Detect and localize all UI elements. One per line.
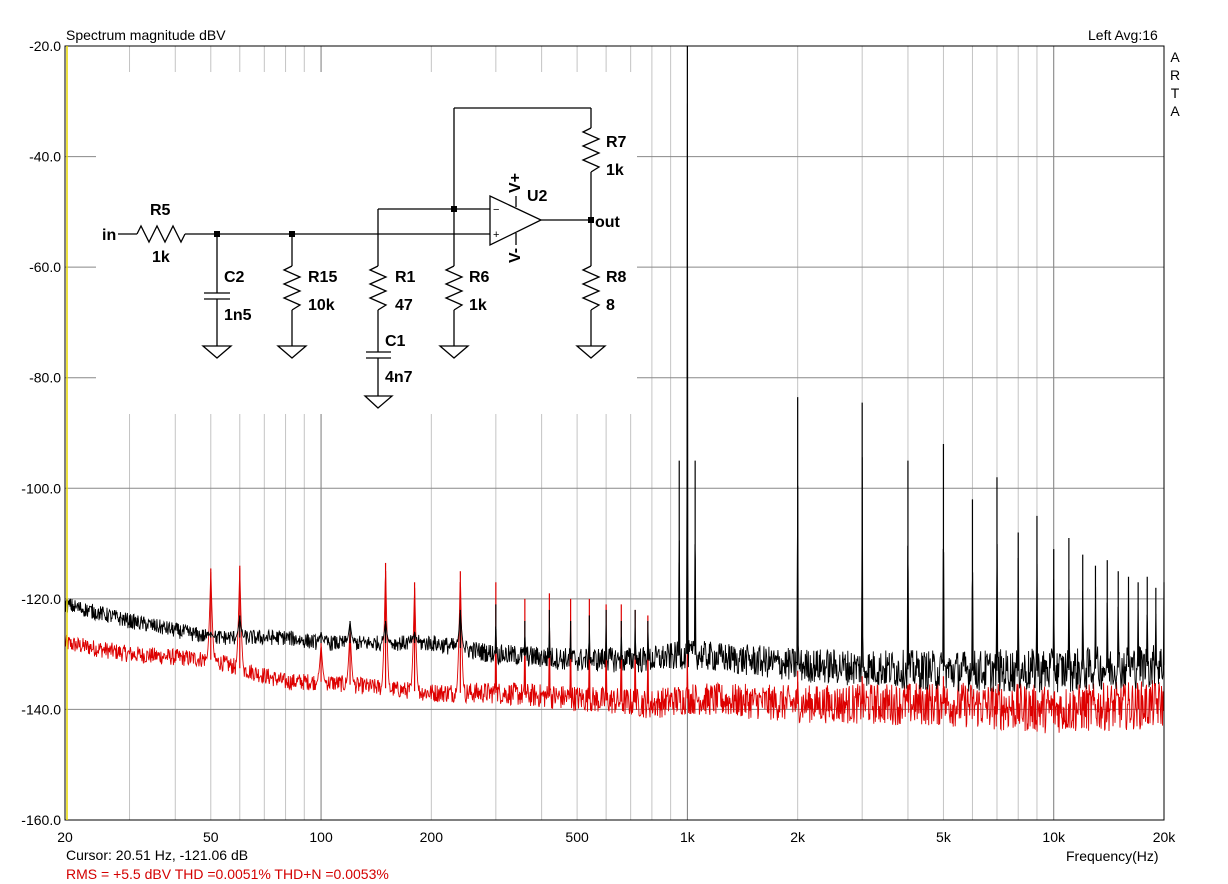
vminus-label: V- (507, 248, 524, 263)
c1-value: 4n7 (385, 369, 413, 386)
u2-name: U2 (527, 188, 548, 205)
r5-value: 1k (152, 249, 170, 266)
r8-value: 8 (606, 297, 615, 314)
spectrum-trace (64, 568, 1165, 734)
y-tick-label: -60.0 (29, 259, 61, 275)
r6-resistor (444, 265, 464, 311)
plot-border (64, 45, 1165, 821)
r1-value: 47 (395, 297, 413, 314)
r7-name: R7 (606, 134, 627, 151)
r15-name: R15 (308, 269, 337, 286)
measurements-readout: RMS = +5.5 dBV THD =0.0051% THD+N =0.005… (66, 866, 389, 882)
r15-resistor (282, 265, 302, 311)
r8-resistor (581, 265, 601, 311)
r15-value: 10k (308, 297, 335, 314)
x-tick-label: 5k (936, 829, 952, 845)
cursor-readout: Cursor: 20.51 Hz, -121.06 dB (66, 847, 249, 863)
y-tick-labels: -20.0 -40.0 -60.0 -80.0 -100.0 -120.0 -140.0 -1… (21, 38, 61, 828)
brand-letter: R (1169, 67, 1181, 83)
x-tick-label: 20k (1153, 829, 1177, 845)
y-tick-label: -100.0 (21, 480, 61, 496)
r1-resistor (368, 265, 388, 311)
y-tick-label: -160.0 (21, 812, 61, 828)
arta-brand: A R T A (1168, 48, 1182, 120)
opamp-u2 (489, 194, 543, 247)
brand-letter: T (1170, 85, 1180, 101)
c2-name: C2 (224, 269, 245, 286)
c2-value: 1n5 (224, 307, 252, 324)
r7-resistor (581, 127, 601, 173)
brand-letter: A (1170, 103, 1180, 119)
x-tick-label: 20 (57, 829, 73, 845)
y-tick-label: -20.0 (29, 38, 61, 54)
spectrum-trace (64, 103, 1165, 693)
x-tick-label: 1k (680, 829, 696, 845)
r6-value: 1k (469, 297, 487, 314)
channel-info: Left Avg:16 (1088, 27, 1158, 43)
r5-name: R5 (150, 202, 171, 219)
r7-value: 1k (606, 162, 624, 179)
x-tick-label: 10k (1042, 829, 1066, 845)
x-tick-label: 2k (790, 829, 806, 845)
x-tick-labels: 20 50 100 200 500 1k 2k 5k 10k 20k (57, 829, 1176, 845)
y-tick-label: -140.0 (21, 701, 61, 717)
brand-letter: A (1170, 49, 1180, 65)
c1-name: C1 (385, 333, 406, 350)
r6-name: R6 (469, 269, 490, 286)
y-tick-label: -40.0 (29, 149, 61, 165)
opamp-pin-plus: + (493, 229, 499, 241)
y-tick-label: -120.0 (21, 591, 61, 607)
r8-name: R8 (606, 269, 627, 286)
x-axis-label: Frequency(Hz) (1066, 848, 1159, 864)
r1-name: R1 (395, 269, 416, 286)
schematic-background (96, 72, 637, 414)
x-tick-label: 100 (309, 829, 333, 845)
output-label: out (595, 214, 621, 231)
vplus-label: V+ (507, 173, 524, 193)
r5-resistor (136, 224, 186, 244)
chart-title: Spectrum magnitude dBV (66, 27, 226, 43)
input-label: in (102, 227, 116, 244)
x-tick-label: 500 (565, 829, 589, 845)
x-tick-label: 200 (420, 829, 444, 845)
opamp-pin-minus: − (493, 204, 499, 216)
schematic-inset: in out R5 1k C2 1n5 R15 10k R1 47 C1 4n7… (96, 72, 637, 414)
x-tick-label: 50 (203, 829, 219, 845)
y-tick-label: -80.0 (29, 370, 61, 386)
